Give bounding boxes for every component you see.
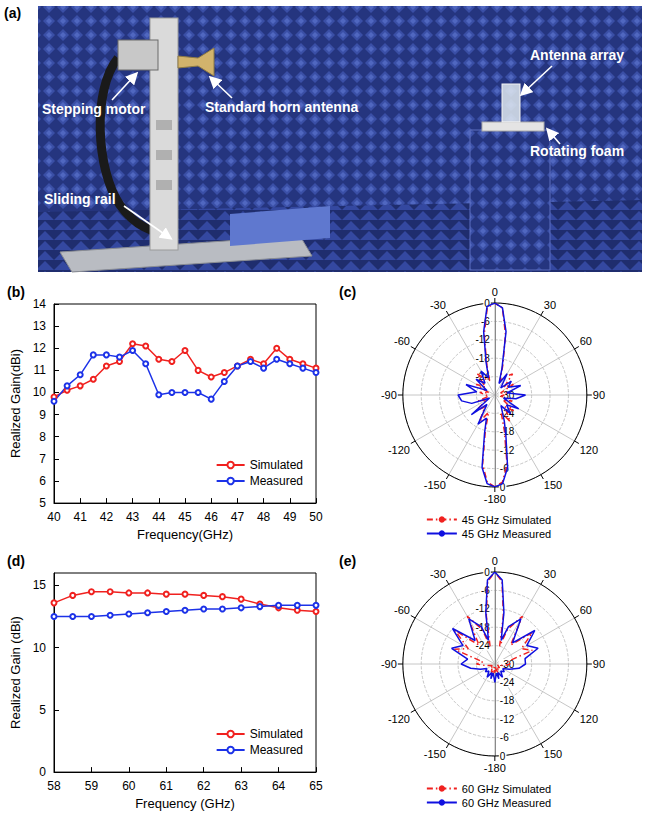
svg-text:8: 8 — [39, 430, 46, 444]
svg-text:62: 62 — [197, 779, 211, 793]
svg-text:45: 45 — [178, 510, 192, 524]
svg-text:-90: -90 — [381, 389, 397, 401]
svg-text:65: 65 — [309, 779, 323, 793]
svg-text:-150: -150 — [424, 748, 446, 760]
svg-text:Antenna array: Antenna array — [530, 47, 624, 63]
svg-text:5: 5 — [39, 496, 46, 510]
svg-text:-60: -60 — [394, 604, 410, 616]
svg-text:48: 48 — [257, 510, 271, 524]
svg-text:45 GHz Measured: 45 GHz Measured — [462, 528, 551, 540]
svg-text:7: 7 — [39, 452, 46, 466]
svg-text:Simulated: Simulated — [250, 727, 303, 741]
svg-text:150: 150 — [544, 479, 562, 491]
svg-text:Realized Gain (dBi): Realized Gain (dBi) — [8, 616, 23, 729]
svg-text:Standard horn antenna: Standard horn antenna — [205, 99, 358, 115]
svg-text:0: 0 — [39, 765, 46, 779]
svg-text:(d): (d) — [7, 553, 25, 569]
svg-text:120: 120 — [580, 713, 598, 725]
svg-text:-18: -18 — [475, 621, 490, 633]
svg-text:-180: -180 — [484, 762, 506, 774]
svg-text:40: 40 — [47, 510, 61, 524]
svg-text:0: 0 — [484, 567, 490, 578]
svg-text:30: 30 — [544, 299, 556, 311]
svg-text:0: 0 — [492, 555, 498, 567]
svg-text:50: 50 — [309, 510, 323, 524]
svg-text:(c): (c) — [339, 284, 356, 300]
svg-text:14: 14 — [33, 297, 47, 311]
svg-text:-30: -30 — [499, 658, 515, 670]
svg-text:42: 42 — [100, 510, 114, 524]
svg-text:-12: -12 — [499, 444, 515, 456]
svg-text:-18: -18 — [500, 695, 515, 706]
svg-text:60: 60 — [122, 779, 136, 793]
svg-text:11: 11 — [34, 363, 47, 377]
svg-text:61: 61 — [160, 779, 174, 793]
svg-text:0: 0 — [492, 286, 498, 298]
svg-text:-6: -6 — [499, 463, 509, 475]
svg-text:45 GHz Simulated: 45 GHz Simulated — [462, 514, 551, 526]
svg-text:Frequency (GHz): Frequency (GHz) — [135, 796, 235, 811]
svg-text:0: 0 — [499, 481, 506, 493]
svg-text:Simulated: Simulated — [250, 458, 303, 472]
svg-text:-90: -90 — [381, 658, 397, 670]
svg-text:-18: -18 — [475, 353, 490, 364]
svg-text:63: 63 — [234, 779, 248, 793]
svg-text:58: 58 — [47, 779, 61, 793]
svg-text:60: 60 — [580, 335, 592, 347]
svg-text:60 GHz Simulated: 60 GHz Simulated — [462, 783, 551, 795]
svg-text:13: 13 — [33, 319, 47, 333]
svg-text:-6: -6 — [481, 585, 490, 596]
svg-text:Sliding rail: Sliding rail — [44, 191, 116, 207]
svg-text:12: 12 — [33, 341, 47, 355]
svg-text:-6: -6 — [480, 315, 490, 327]
svg-text:-30: -30 — [430, 568, 446, 580]
svg-text:46: 46 — [205, 510, 219, 524]
svg-text:49: 49 — [283, 510, 297, 524]
svg-text:15: 15 — [33, 578, 47, 592]
svg-text:-18: -18 — [500, 426, 515, 437]
svg-text:-6: -6 — [500, 732, 509, 743]
svg-text:9: 9 — [39, 408, 46, 422]
svg-text:-12: -12 — [475, 603, 490, 614]
svg-text:10: 10 — [33, 385, 47, 399]
svg-text:(e): (e) — [339, 553, 356, 569]
svg-text:-12: -12 — [475, 334, 490, 345]
svg-text:120: 120 — [580, 444, 598, 456]
svg-text:Measured: Measured — [250, 474, 303, 488]
svg-text:43: 43 — [126, 510, 140, 524]
svg-text:30: 30 — [544, 568, 556, 580]
svg-text:Frequency(GHz): Frequency(GHz) — [137, 527, 233, 542]
svg-text:Realized Gain(dBi): Realized Gain(dBi) — [8, 349, 23, 458]
svg-text:Stepping motor: Stepping motor — [42, 101, 146, 117]
svg-text:-24: -24 — [500, 677, 515, 688]
svg-text:59: 59 — [85, 779, 99, 793]
svg-text:-24: -24 — [475, 640, 490, 652]
svg-text:-30: -30 — [430, 299, 446, 311]
svg-text:10: 10 — [33, 641, 47, 655]
svg-text:60 GHz Measured: 60 GHz Measured — [462, 797, 551, 809]
svg-text:64: 64 — [272, 779, 286, 793]
svg-text:Measured: Measured — [250, 743, 303, 757]
svg-text:-12: -12 — [500, 714, 515, 725]
svg-text:(a): (a) — [4, 5, 21, 21]
svg-text:90: 90 — [593, 389, 605, 401]
svg-text:-180: -180 — [484, 493, 506, 505]
svg-text:Rotating foam: Rotating foam — [530, 143, 624, 159]
svg-text:5: 5 — [39, 703, 46, 717]
svg-text:-120: -120 — [388, 713, 410, 725]
svg-text:6: 6 — [39, 474, 46, 488]
svg-text:150: 150 — [544, 748, 562, 760]
svg-text:47: 47 — [231, 510, 245, 524]
svg-text:-60: -60 — [394, 335, 410, 347]
svg-text:-120: -120 — [388, 444, 410, 456]
svg-text:(b): (b) — [7, 284, 25, 300]
svg-text:-150: -150 — [424, 479, 446, 491]
svg-text:0: 0 — [484, 297, 490, 309]
svg-text:41: 41 — [74, 510, 88, 524]
svg-text:0: 0 — [500, 751, 506, 762]
svg-text:60: 60 — [580, 604, 592, 616]
svg-text:44: 44 — [152, 510, 166, 524]
svg-text:90: 90 — [593, 658, 605, 670]
